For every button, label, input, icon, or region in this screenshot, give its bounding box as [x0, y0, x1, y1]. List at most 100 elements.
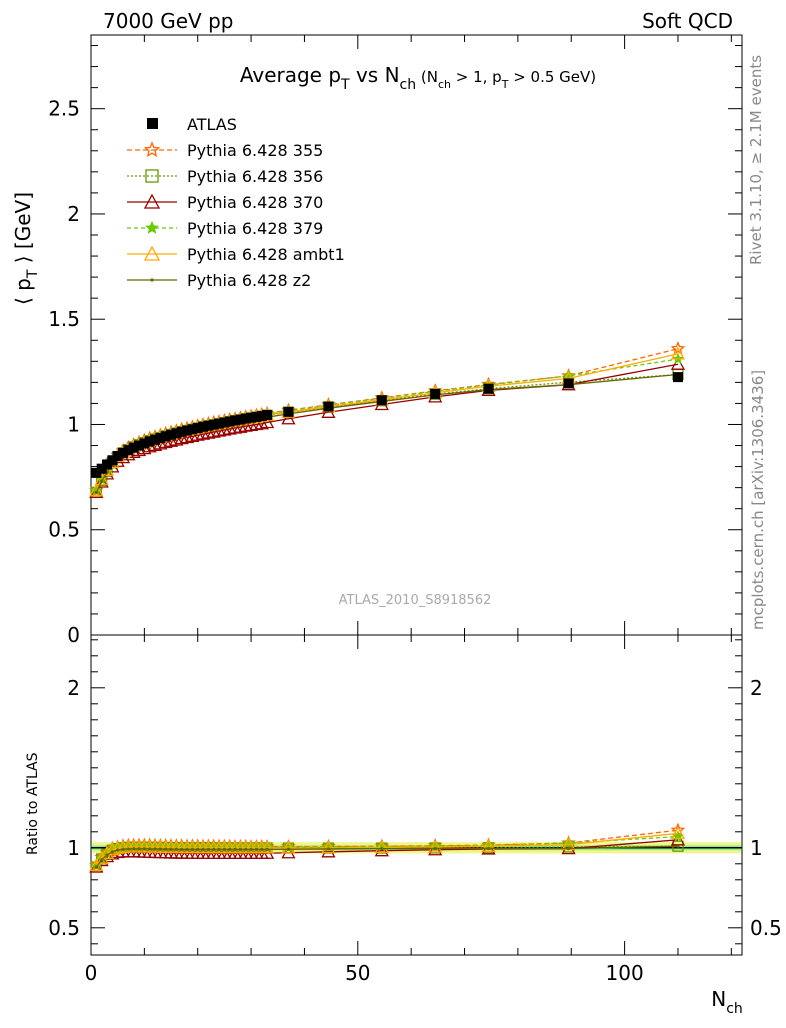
- header-right: Soft QCD: [642, 9, 733, 33]
- data-point-atlas: [672, 372, 683, 383]
- ratio-tick-label: 0.5: [48, 916, 80, 940]
- x-tick-label: 0: [85, 961, 98, 985]
- series-marker: [238, 418, 253, 432]
- series-marker: [217, 847, 221, 852]
- series-marker: [185, 847, 189, 852]
- series-marker: [380, 847, 384, 851]
- series-pythia-6.428-z2: [94, 372, 680, 869]
- data-point-atlas: [182, 425, 193, 436]
- title-mid: vs N: [350, 63, 400, 87]
- series-marker: [201, 847, 205, 852]
- watermark: ATLAS_2010_S8918562: [339, 593, 492, 608]
- series-marker: [212, 847, 216, 852]
- series-marker: [201, 425, 216, 439]
- header-left: 7000 GeV pp: [103, 9, 234, 33]
- series-marker: [143, 141, 161, 158]
- data-point-atlas: [166, 429, 177, 440]
- series-marker: [121, 847, 125, 851]
- data-point-atlas: [203, 420, 214, 431]
- series-marker: [428, 839, 443, 853]
- data-point-atlas: [123, 445, 134, 456]
- data-point-atlas: [171, 428, 182, 439]
- data-point-atlas: [107, 455, 118, 466]
- title-cond-close: > 0.5 GeV): [508, 68, 596, 86]
- x-tick-label: 100: [606, 961, 644, 985]
- data-point-atlas: [118, 447, 129, 458]
- y-tick-label: 0: [67, 623, 80, 647]
- legend-label-atlas: ATLAS: [187, 115, 237, 134]
- legend-label: Pythia 6.428 355: [187, 141, 323, 160]
- series-marker: [233, 847, 237, 852]
- data-point-atlas: [176, 426, 187, 437]
- series-marker: [105, 842, 120, 856]
- series-marker: [180, 847, 184, 852]
- data-point-atlas: [246, 412, 257, 423]
- series-marker: [94, 853, 109, 867]
- series-marker: [206, 424, 221, 438]
- series-marker: [89, 858, 104, 872]
- ratio-tick-label-right: 2: [750, 676, 763, 700]
- legend-label: Pythia 6.428 z2: [187, 271, 311, 290]
- title-mid-sub: ch: [400, 77, 417, 93]
- data-point-atlas: [91, 467, 102, 478]
- data-point-atlas: [224, 416, 235, 427]
- series-marker: [94, 865, 98, 869]
- series-line-main: [95, 353, 679, 492]
- series-line-main: [95, 358, 679, 492]
- x-tick-label: 50: [345, 961, 370, 985]
- series-marker: [238, 847, 243, 852]
- series-marker: [260, 847, 264, 852]
- data-point-atlas: [198, 421, 209, 432]
- title-cond-sub1: ch: [438, 78, 451, 91]
- y-tick-label: 1.5: [48, 307, 80, 331]
- series-marker: [259, 840, 275, 854]
- data-point-atlas: [323, 401, 334, 412]
- x-axis-label: Nch: [711, 987, 743, 1017]
- y-tick-label: 2: [67, 202, 80, 226]
- series-marker: [676, 844, 680, 848]
- series-marker: [228, 847, 232, 852]
- series-marker: [222, 421, 237, 435]
- series-marker: [137, 847, 141, 851]
- data-point-atlas: [208, 419, 219, 430]
- data-point-atlas: [187, 424, 198, 435]
- data-point-atlas: [150, 434, 161, 445]
- data-point-atlas: [96, 463, 107, 474]
- series-marker: [326, 847, 331, 851]
- data-point-atlas: [240, 413, 251, 424]
- series-marker: [243, 417, 259, 431]
- series-marker: [100, 858, 104, 862]
- series-marker: [195, 426, 211, 440]
- series-marker: [670, 341, 686, 355]
- data-point-atlas: [256, 411, 267, 422]
- data-point-atlas: [160, 431, 171, 442]
- data-point-atlas: [134, 440, 145, 451]
- series-marker: [116, 848, 120, 852]
- series-marker: [169, 847, 173, 851]
- y-axis-label: ⟨ pT ⟩ [GeV]: [11, 192, 41, 305]
- series-marker: [145, 169, 159, 183]
- data-point-atlas: [155, 432, 166, 443]
- side-label-mcplots: mcplots.cern.ch [arXiv:1306.3436]: [749, 370, 767, 630]
- data-point-atlas: [128, 442, 139, 453]
- data-point-atlas: [376, 395, 387, 406]
- series-marker: [670, 346, 686, 360]
- series-marker: [281, 411, 296, 425]
- data-point-atlas: [430, 388, 441, 399]
- series-marker: [321, 840, 336, 854]
- side-label-rivet: Rivet 3.1.10, ≥ 2.1M events: [747, 55, 765, 265]
- series-marker: [249, 847, 253, 852]
- series-marker: [227, 420, 243, 434]
- y-tick-label: 0.5: [48, 518, 80, 542]
- series-marker: [89, 483, 104, 497]
- series-marker: [196, 847, 200, 852]
- series-marker: [249, 417, 264, 431]
- legend-label: Pythia 6.428 356: [187, 167, 323, 186]
- legend-label: Pythia 6.428 370: [187, 193, 323, 212]
- series-marker: [244, 847, 248, 852]
- legend-label: Pythia 6.428 ambt1: [187, 245, 345, 264]
- series-line-ratio: [95, 845, 678, 868]
